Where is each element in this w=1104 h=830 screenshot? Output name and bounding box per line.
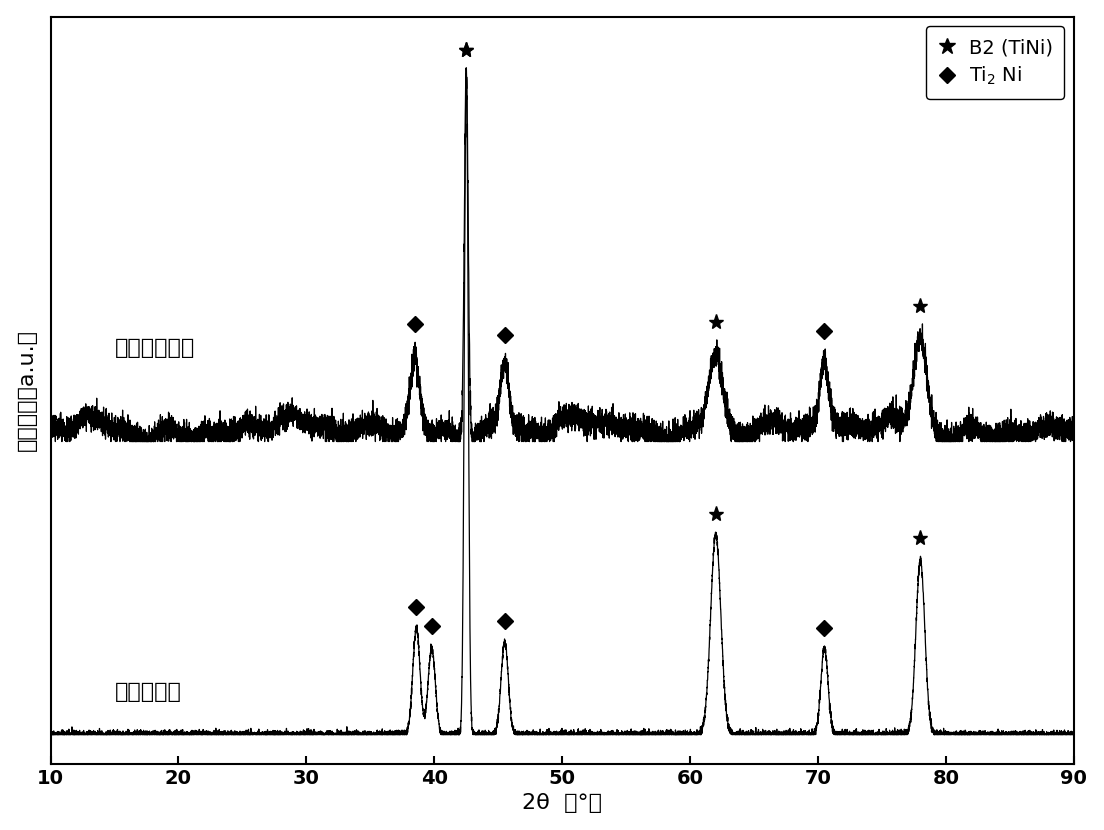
Legend: B2 (TiNi), Ti$_2$ Ni: B2 (TiNi), Ti$_2$ Ni xyxy=(926,27,1064,99)
Text: 镖钓合金粉: 镖钓合金粉 xyxy=(115,682,181,702)
Text: 多孔镖钓合金: 多孔镖钓合金 xyxy=(115,338,194,358)
Y-axis label: 衍射强度（a.u.）: 衍射强度（a.u.） xyxy=(17,330,36,452)
X-axis label: 2θ  （°）: 2θ （°） xyxy=(522,793,602,813)
